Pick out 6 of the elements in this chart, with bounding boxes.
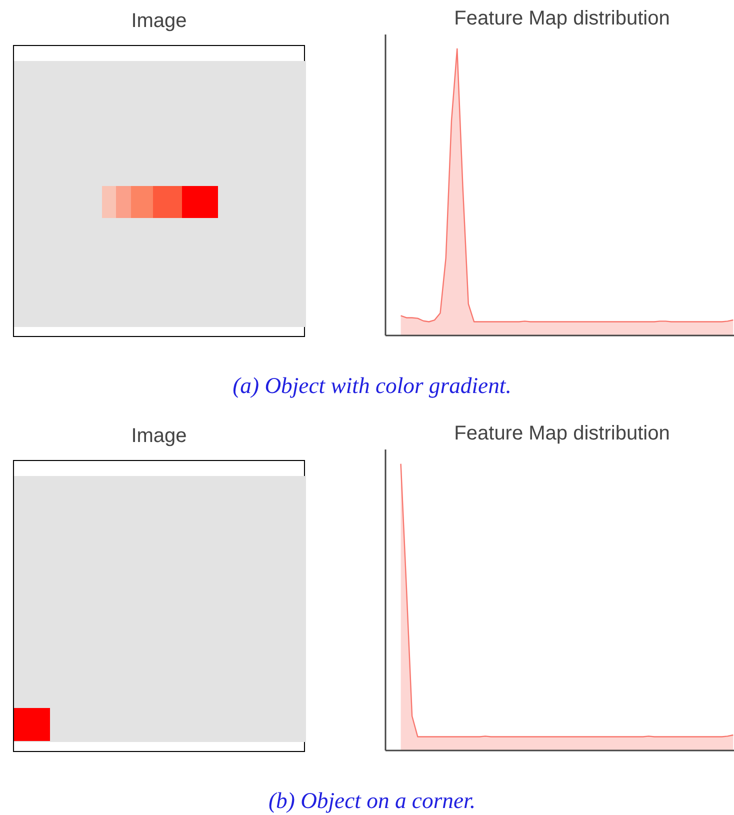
text: (a) Object with color gradient. [232,372,512,400]
chart-title: Feature Map distribution [454,8,670,30]
text: Image [131,9,187,34]
text: Image [131,424,187,449]
chart-title: Feature Map distribution [454,422,670,444]
text: (b) Object on a corner. [268,787,476,815]
